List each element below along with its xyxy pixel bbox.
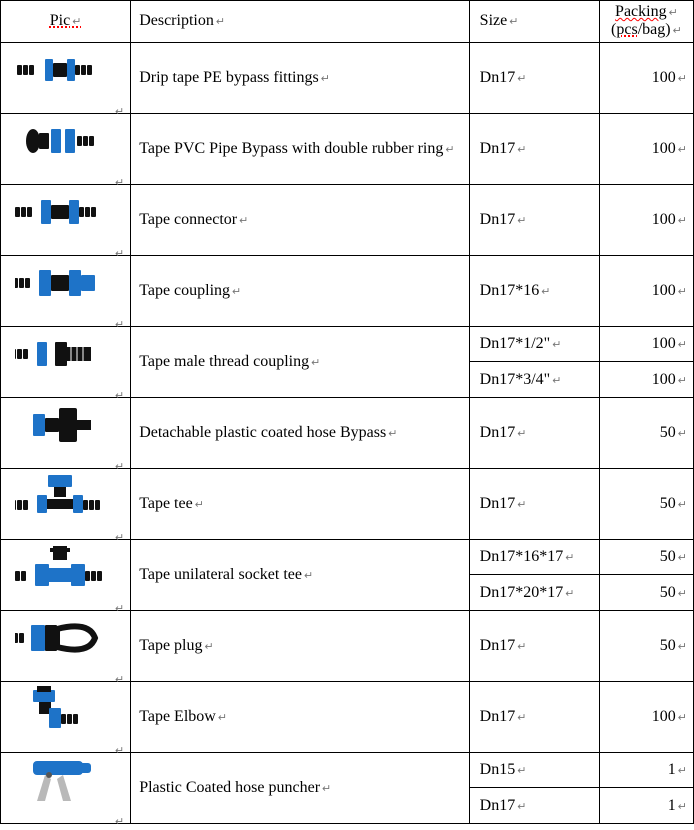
description-cell: Tape Elbow [131,681,469,752]
products-table: Pic Description Size Packing (pcs/bag) ↵… [0,0,694,824]
pic-cell: ↵ [1,752,131,823]
packing-cell: 100 [599,681,693,752]
product-icon [1,674,130,744]
table-row: ↵ Plastic Coated hose puncherDn151 [1,752,694,788]
pic-cell: ↵ [1,397,131,468]
pic-cell: ↵ [1,610,131,681]
table-row: ↵ Tape unilateral socket teeDn17*16*1750 [1,539,694,575]
table-row: ↵ Tape ElbowDn17100 [1,681,694,752]
packing-cell: 100 [599,113,693,184]
size-cell: Dn15 [469,752,599,788]
packing-cell: 100 [599,42,693,113]
pic-cell: ↵ [1,255,131,326]
table-row: ↵ Tape plugDn1750 [1,610,694,681]
packing-cell: 100 [599,255,693,326]
size-cell: Dn17 [469,184,599,255]
size-cell: Dn17 [469,468,599,539]
description-cell: Tape connector [131,184,469,255]
description-cell: Tape coupling [131,255,469,326]
description-cell: Detachable plastic coated hose Bypass [131,397,469,468]
description-cell: Tape unilateral socket tee [131,539,469,610]
product-icon [1,177,130,247]
table-row: ↵ Drip tape PE bypass fittingsDn17100 [1,42,694,113]
packing-cell: 50 [599,539,693,575]
packing-cell: 1 [599,752,693,788]
pic-cell: ↵ [1,539,131,610]
pic-cell: ↵ [1,681,131,752]
product-icon [1,532,130,602]
pic-cell: ↵ [1,113,131,184]
table-row: ↵ Tape connectorDn17100 [1,184,694,255]
size-cell: Dn17 [469,681,599,752]
pic-cell: ↵ [1,184,131,255]
product-icon [1,248,130,318]
pic-cell: ↵ [1,326,131,397]
packing-cell: 50 [599,397,693,468]
hdr-description: Description [131,1,469,43]
product-icon [1,603,130,673]
pic-cell: ↵ [1,42,131,113]
description-cell: Plastic Coated hose puncher [131,752,469,823]
pic-cell: ↵ [1,468,131,539]
hdr-size: Size [469,1,599,43]
size-cell: Dn17*16 [469,255,599,326]
description-cell: Drip tape PE bypass fittings [131,42,469,113]
packing-cell: 100 [599,184,693,255]
size-cell: Dn17 [469,113,599,184]
packing-cell: 100 [599,326,693,362]
table-row: ↵ Tape PVC Pipe Bypass with double rubbe… [1,113,694,184]
product-icon [1,106,130,176]
product-icon [1,461,130,531]
table-row: ↵ Tape teeDn1750 [1,468,694,539]
description-cell: Tape tee [131,468,469,539]
size-cell: Dn17 [469,610,599,681]
size-cell: Dn17*20*17 [469,575,599,611]
product-icon [1,35,130,105]
size-cell: Dn17 [469,788,599,824]
description-cell: Tape plug [131,610,469,681]
size-cell: Dn17*1/2" [469,326,599,362]
hdr-packing: Packing (pcs/bag) [599,1,693,43]
size-cell: Dn17 [469,42,599,113]
table-row: ↵ Tape couplingDn17*16100 [1,255,694,326]
packing-cell: 50 [599,575,693,611]
packing-cell: 1 [599,788,693,824]
description-cell: Tape PVC Pipe Bypass with double rubber … [131,113,469,184]
table-row: ↵ Tape male thread couplingDn17*1/2"100 [1,326,694,362]
description-cell: Tape male thread coupling [131,326,469,397]
size-cell: Dn17 [469,397,599,468]
size-cell: Dn17*3/4" [469,362,599,398]
table-row: ↵ Detachable plastic coated hose BypassD… [1,397,694,468]
size-cell: Dn17*16*17 [469,539,599,575]
packing-cell: 50 [599,610,693,681]
packing-cell: 100 [599,362,693,398]
product-icon [1,390,130,460]
product-icon [1,745,130,815]
packing-cell: 50 [599,468,693,539]
product-icon [1,319,130,389]
